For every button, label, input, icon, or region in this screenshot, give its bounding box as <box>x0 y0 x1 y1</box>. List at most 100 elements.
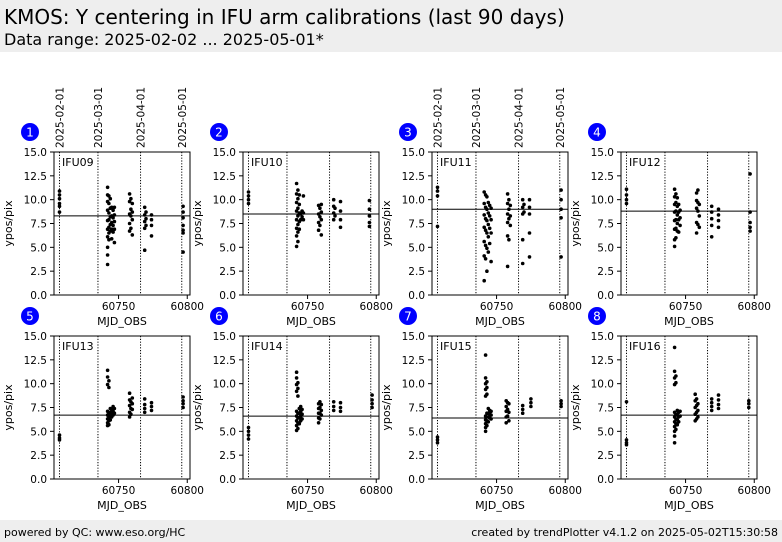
panel-6-y-tick-label: 0.0 <box>219 474 236 486</box>
panel-2-data-point <box>294 217 299 222</box>
panel-2-data-point <box>318 223 322 228</box>
panel-6-y-tick-label: 2.5 <box>219 450 236 462</box>
panel-3-data-point <box>485 207 489 211</box>
panel-1-data-point <box>149 213 154 217</box>
panel-7-data-point <box>485 380 489 384</box>
panel-5-y-tick-label: 2.5 <box>30 450 47 462</box>
panel-5-data-point <box>181 401 185 406</box>
panel-7-data-point <box>559 401 563 406</box>
panel-1-data-point <box>130 217 135 222</box>
panel-2-data-point <box>297 193 302 197</box>
panel-5-data-point <box>181 405 185 410</box>
panel-4-data-point <box>709 235 714 239</box>
panel-3-data-point <box>527 205 532 210</box>
panel-8-data-point <box>672 345 677 350</box>
panel-8-data-point <box>747 401 751 406</box>
panel-1-data-point <box>144 216 148 221</box>
panel-3-x-tick-label: 60800 <box>549 301 582 313</box>
panel-4-data-point <box>716 207 721 211</box>
panel-4-data-point <box>748 229 752 233</box>
panel-4-x-axis-label: MJD_OBS <box>664 315 714 328</box>
panel-1-data-point <box>105 208 110 212</box>
panel-3-data-point <box>527 197 532 202</box>
panel-8-data-point <box>696 401 700 406</box>
panel-4-data-point <box>674 226 678 231</box>
panel-3-data-point <box>482 201 487 206</box>
panel-3-data-point <box>522 202 526 207</box>
panel-1-data-point <box>107 211 111 215</box>
panel-7-data-point <box>485 392 489 397</box>
panel-1-data-point <box>109 220 114 225</box>
panel-2-data-point <box>246 190 251 194</box>
panel-4-data-point <box>624 193 629 197</box>
panel-8-data-point <box>624 438 629 442</box>
panel-6-badge <box>210 307 228 325</box>
panel-7-data-point <box>559 404 563 409</box>
panel-7-data-point <box>489 409 493 414</box>
panel-2-data-point <box>318 215 322 219</box>
panel-3-date-label-3: 2025-05-01 <box>555 87 567 148</box>
panel-3-data-point <box>485 218 489 223</box>
panel-3-data-point <box>483 257 488 261</box>
panel-1-data-point <box>142 226 147 231</box>
panel-2-data-point <box>338 225 343 230</box>
panel-6-data-point <box>319 408 324 413</box>
panel-3-data-point <box>486 200 491 205</box>
panel-3-data-point <box>505 192 510 196</box>
panel-8-data-point <box>674 380 678 385</box>
footer-powered-by: powered by QC: www.eso.org/HC <box>4 526 186 539</box>
panel-7-x-tick-label: 60800 <box>549 485 582 497</box>
panel-1-y-tick-label: 10.0 <box>24 195 47 207</box>
panel-5-badge <box>21 307 39 325</box>
panel-5-data-point <box>149 408 154 413</box>
panel-6-data-point <box>296 386 300 391</box>
panel-8-y-tick-label: 10.0 <box>591 379 614 391</box>
panel-6-y-axis-label: ypos/pix <box>191 384 204 431</box>
panel-1-data-point <box>181 228 185 232</box>
panel-1-data-point <box>142 219 147 224</box>
panel-5-ifu-label: IFU13 <box>62 340 94 353</box>
panel-8-data-point <box>678 414 682 418</box>
panel-3-data-point <box>505 201 510 206</box>
panel-8-data-point <box>694 397 699 401</box>
panel-5-data-point <box>107 379 111 383</box>
panel-3-data-point <box>508 223 513 228</box>
panel-2-data-point <box>331 211 336 215</box>
panel-3-data-point <box>482 278 487 283</box>
page-title: KMOS: Y centering in IFU arm calibration… <box>4 5 565 29</box>
panel-7-data-point <box>483 429 488 434</box>
panel-3-data-point <box>527 255 532 259</box>
panel-1-data-point <box>105 253 110 257</box>
panel-3-data-point <box>520 205 525 210</box>
panel-8-axes-frame <box>620 335 758 480</box>
panel-4-data-point <box>716 218 721 223</box>
panel-1-data-point <box>112 213 117 217</box>
panel-8-ifu-label: IFU16 <box>629 340 661 353</box>
panel-3-data-point <box>485 195 489 199</box>
panel-7-data-point <box>483 376 488 380</box>
panel-5-y-tick-label: 0.0 <box>30 474 47 486</box>
panel-8-x-axis-label: MJD_OBS <box>664 499 714 512</box>
panel-1-data-point <box>111 216 115 220</box>
panel-3-date-label-2: 2025-04-01 <box>514 87 526 148</box>
panel-2-y-tick-label: 10.0 <box>213 195 236 207</box>
panel-7-data-point <box>435 435 440 439</box>
panel-3-data-point <box>559 216 563 220</box>
panel-3-y-tick-label: 5.0 <box>408 242 425 254</box>
panel-1-data-point <box>57 201 62 206</box>
panel-7-data-point <box>529 397 533 401</box>
panel-8-data-point <box>696 408 700 413</box>
panel-7-data-point <box>486 420 491 424</box>
panel-2-data-point <box>294 181 299 186</box>
panel-6-data-point <box>246 425 251 430</box>
panel-1-data-point <box>107 194 111 198</box>
panel-1-data-point <box>109 237 114 241</box>
panel-2-data-point <box>297 202 302 207</box>
panel-4-data-point <box>678 223 682 228</box>
panel-3-data-point <box>559 207 563 211</box>
panel-3-data-point <box>485 231 489 235</box>
panel-1-data-point <box>181 210 185 214</box>
panel-5-data-point <box>181 399 185 403</box>
panel-2-axes-frame <box>242 151 380 296</box>
panel-3-data-point <box>482 190 487 194</box>
